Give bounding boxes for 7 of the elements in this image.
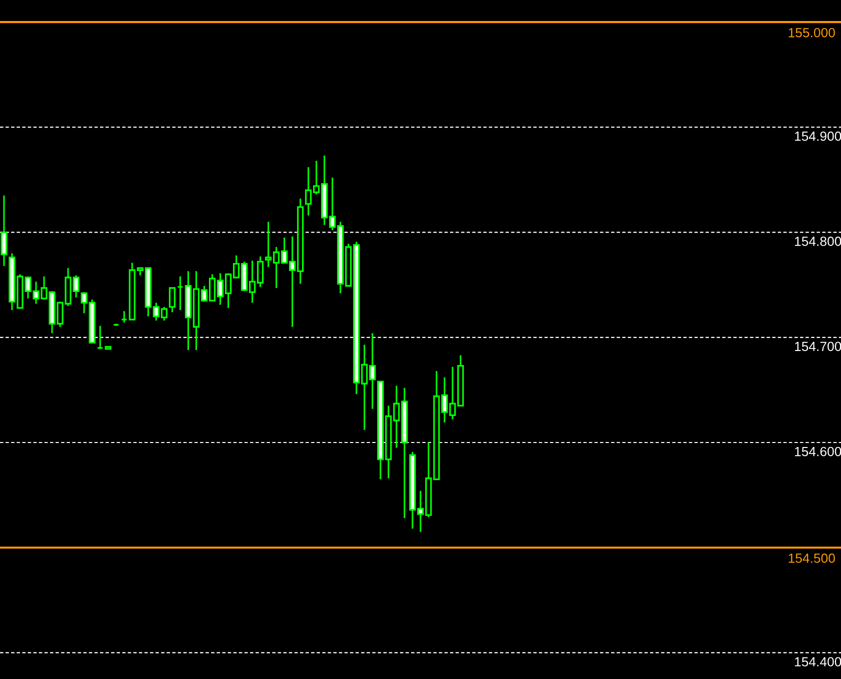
y-tick-label: 154.900 bbox=[795, 132, 841, 141]
ref-line-label: 154.500 bbox=[788, 554, 835, 563]
y-tick-label: 154.600 bbox=[795, 446, 841, 456]
y-tick-label: 154.800 bbox=[795, 236, 841, 246]
y-tick-label: 154.700 bbox=[795, 342, 841, 352]
ref-line-label: 155.000 bbox=[788, 28, 835, 38]
y-tick-label: 154.400 bbox=[795, 657, 841, 666]
